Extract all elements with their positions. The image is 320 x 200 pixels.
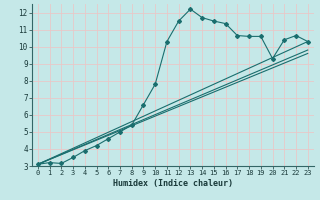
X-axis label: Humidex (Indice chaleur): Humidex (Indice chaleur) (113, 179, 233, 188)
